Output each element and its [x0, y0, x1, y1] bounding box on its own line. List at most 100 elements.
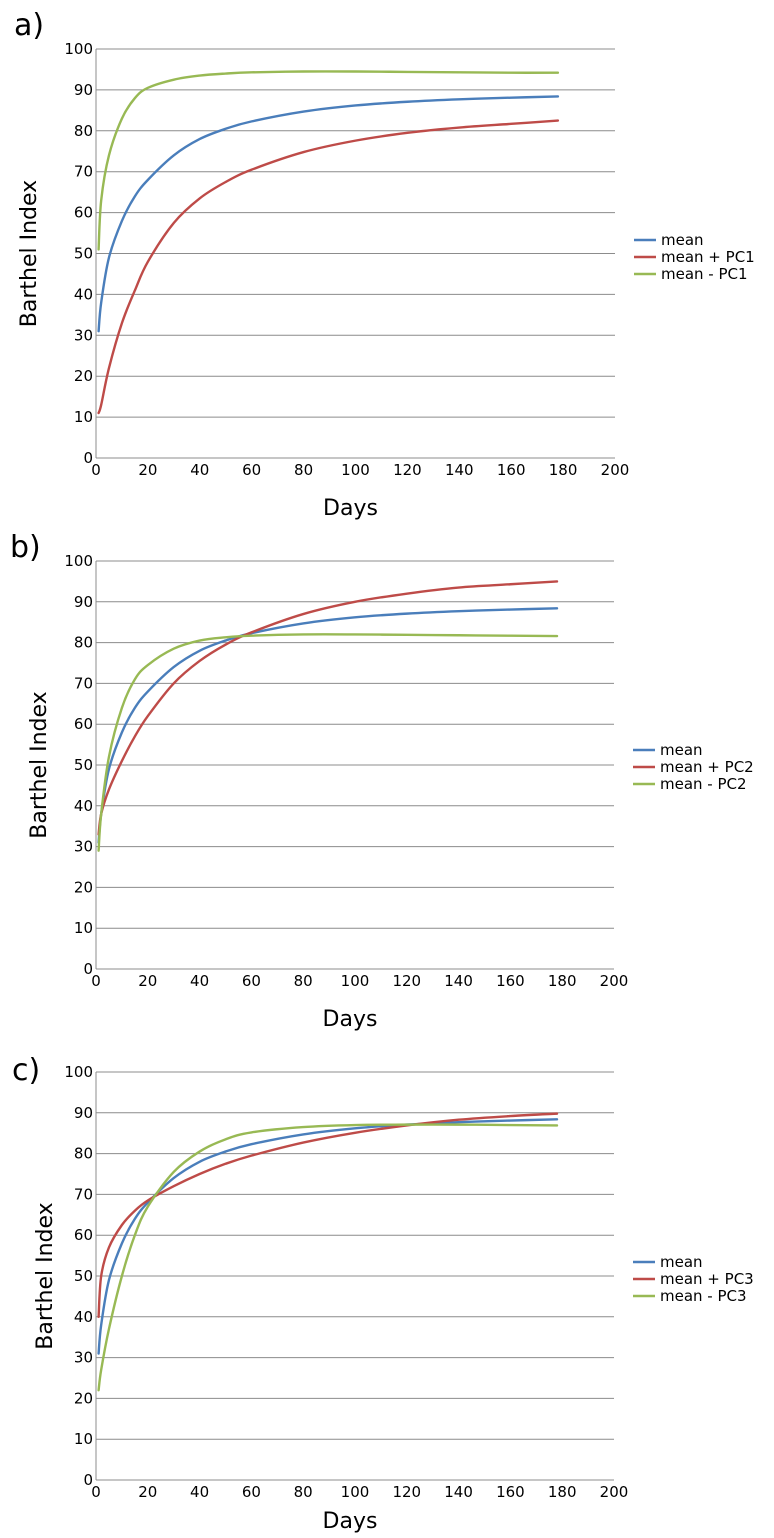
y-tick-label: 80 — [74, 122, 93, 140]
series-line-3 — [97, 1123, 559, 1392]
x-tick-label: 40 — [190, 972, 209, 990]
y-axis-title: Barthel Index — [33, 1202, 58, 1349]
series-line-1 — [97, 607, 559, 844]
series-line-1 — [97, 1118, 559, 1355]
legend-label: mean - PC2 — [660, 775, 747, 793]
legend-label: mean + PC3 — [660, 1270, 754, 1288]
y-tick-label: 20 — [74, 878, 93, 896]
panel-label: b) — [10, 530, 41, 565]
y-tick-label: 70 — [74, 163, 93, 181]
y-tick-label: 90 — [74, 593, 93, 611]
x-tick-label: 60 — [242, 461, 261, 479]
chart-panel-2: b) 0 10 20 30 40 50 60 70 80 90 100 0 20 40 60 80 100 120 1… — [10, 530, 754, 1032]
series-line-2 — [97, 580, 559, 836]
x-tick-label: 200 — [601, 461, 630, 479]
y-tick-label: 50 — [74, 245, 93, 263]
y-axis-title: Barthel Index — [27, 691, 52, 838]
y-tick-label: 20 — [74, 367, 93, 385]
legend-label: mean — [661, 231, 704, 249]
x-axis-title: Days — [323, 1509, 378, 1534]
series-line-3 — [97, 633, 559, 852]
series-line-1 — [97, 95, 560, 333]
y-tick-label: 90 — [74, 1104, 93, 1122]
y-tick-label: 10 — [74, 408, 93, 426]
y-axis-title: Barthel Index — [17, 180, 42, 327]
chart-panel-3: c) 0 10 20 30 40 50 60 70 80 90 100 0 20 40 60 80 100 120 1… — [12, 1053, 754, 1534]
x-tick-label: 40 — [190, 1483, 209, 1501]
y-tick-label: 70 — [74, 1185, 93, 1203]
y-tick-label: 30 — [74, 326, 93, 344]
legend-label: mean — [660, 1253, 703, 1271]
y-tick-label: 40 — [74, 797, 93, 815]
x-tick-label: 100 — [341, 1483, 370, 1501]
y-tick-label: 60 — [74, 715, 93, 733]
x-tick-label: 20 — [138, 972, 157, 990]
y-tick-label: 90 — [74, 81, 93, 99]
y-tick-label: 10 — [74, 919, 93, 937]
x-tick-label: 120 — [393, 461, 422, 479]
x-tick-label: 60 — [242, 972, 261, 990]
y-tick-label: 80 — [74, 634, 93, 652]
y-tick-label: 70 — [74, 674, 93, 692]
x-tick-label: 180 — [548, 1483, 577, 1501]
y-tick-label: 60 — [74, 1226, 93, 1244]
y-tick-label: 0 — [83, 960, 93, 978]
x-tick-label: 80 — [294, 461, 313, 479]
y-tick-label: 20 — [74, 1389, 93, 1407]
x-tick-label: 120 — [392, 1483, 421, 1501]
x-tick-label: 200 — [600, 972, 629, 990]
x-tick-label: 0 — [91, 461, 101, 479]
x-tick-label: 20 — [138, 461, 157, 479]
x-tick-label: 180 — [548, 972, 577, 990]
x-tick-label: 200 — [600, 1483, 629, 1501]
y-tick-label: 40 — [74, 285, 93, 303]
y-tick-label: 100 — [64, 40, 93, 58]
y-tick-label: 80 — [74, 1145, 93, 1163]
y-tick-label: 0 — [83, 449, 93, 467]
y-tick-label: 60 — [74, 204, 93, 222]
y-tick-label: 50 — [74, 756, 93, 774]
legend-label: mean + PC1 — [661, 248, 755, 266]
x-tick-label: 140 — [445, 461, 474, 479]
y-tick-label: 10 — [74, 1430, 93, 1448]
x-tick-label: 140 — [444, 972, 473, 990]
x-tick-label: 160 — [496, 1483, 525, 1501]
x-tick-label: 100 — [341, 972, 370, 990]
x-tick-label: 80 — [294, 972, 313, 990]
legend-label: mean - PC3 — [660, 1287, 747, 1305]
x-tick-label: 100 — [341, 461, 370, 479]
panel-label: c) — [12, 1053, 40, 1088]
x-tick-label: 80 — [294, 1483, 313, 1501]
x-tick-label: 160 — [497, 461, 526, 479]
x-axis-title: Days — [323, 1007, 378, 1032]
x-tick-label: 160 — [496, 972, 525, 990]
y-tick-label: 100 — [64, 1063, 93, 1081]
x-tick-label: 120 — [392, 972, 421, 990]
x-tick-label: 20 — [138, 1483, 157, 1501]
x-tick-label: 40 — [190, 461, 209, 479]
x-tick-label: 0 — [91, 1483, 101, 1501]
y-tick-label: 0 — [83, 1471, 93, 1489]
x-tick-label: 60 — [242, 1483, 261, 1501]
chart-panel-1: a) 0 10 20 30 40 50 60 70 80 90 100 0 20 40 60 80 100 120 1… — [14, 8, 755, 521]
y-tick-label: 50 — [74, 1267, 93, 1285]
series-line-2 — [97, 119, 560, 415]
series-line-2 — [97, 1112, 559, 1318]
panel-label: a) — [14, 8, 44, 43]
legend-label: mean - PC1 — [661, 265, 748, 283]
x-tick-label: 180 — [549, 461, 578, 479]
y-tick-label: 40 — [74, 1308, 93, 1326]
y-tick-label: 30 — [74, 838, 93, 856]
series-line-3 — [97, 70, 560, 251]
y-tick-label: 100 — [64, 552, 93, 570]
x-axis-title: Days — [323, 496, 378, 521]
x-tick-label: 140 — [444, 1483, 473, 1501]
legend-label: mean — [660, 741, 703, 759]
x-tick-label: 0 — [91, 972, 101, 990]
y-tick-label: 30 — [74, 1349, 93, 1367]
legend-label: mean + PC2 — [660, 758, 754, 776]
